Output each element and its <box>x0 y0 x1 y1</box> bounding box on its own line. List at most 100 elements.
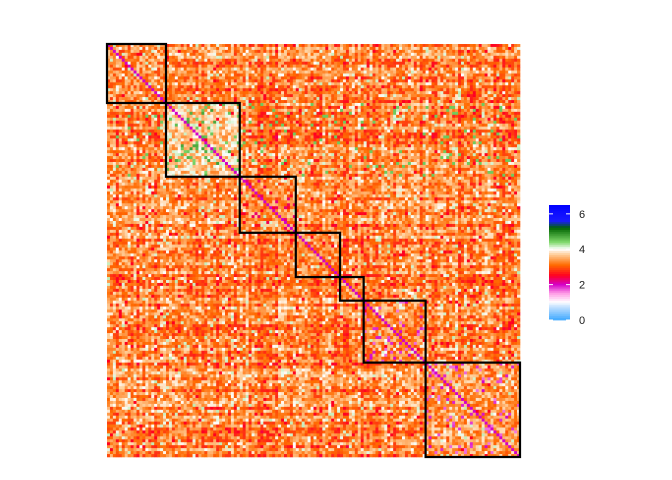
heatmap-cell <box>171 138 176 142</box>
heatmap-cell <box>419 73 423 77</box>
heatmap-cell <box>387 147 391 151</box>
heatmap-cell <box>343 138 347 142</box>
heatmap-cell <box>413 144 418 148</box>
heatmap-cell <box>183 46 187 51</box>
heatmap-cell <box>180 58 184 62</box>
heatmap-cell <box>511 91 515 95</box>
heatmap-cell <box>502 111 506 116</box>
heatmap-cell <box>393 61 397 65</box>
heatmap-cell <box>148 88 152 92</box>
heatmap-cell <box>201 105 205 110</box>
heatmap-cell <box>304 79 308 83</box>
heatmap-cell <box>419 49 423 54</box>
heatmap-cell <box>446 111 450 116</box>
heatmap-cell <box>490 100 494 104</box>
heatmap-cell <box>186 64 190 68</box>
heatmap-cell <box>219 144 223 148</box>
heatmap-cell <box>466 129 471 133</box>
heatmap-cell <box>517 79 521 83</box>
heatmap-cell <box>281 76 285 80</box>
heatmap-cell <box>163 58 167 62</box>
heatmap-cell <box>189 147 193 151</box>
heatmap-cell <box>304 64 308 68</box>
heatmap-cell <box>148 49 152 54</box>
heatmap-cell <box>434 70 438 74</box>
heatmap-cell <box>210 108 214 113</box>
heatmap-cell <box>369 82 373 86</box>
heatmap-cell <box>180 70 184 74</box>
heatmap-cell <box>292 94 297 98</box>
heatmap-cell <box>301 111 305 116</box>
heatmap-cell <box>463 44 468 48</box>
heatmap-cell <box>139 135 143 139</box>
heatmap-cell <box>463 94 468 98</box>
heatmap-cell <box>325 141 329 145</box>
heatmap-cell <box>428 111 432 116</box>
heatmap-cell <box>348 144 353 148</box>
heatmap-cell <box>360 144 364 148</box>
heatmap-cell <box>151 135 155 139</box>
heatmap-cell <box>354 141 359 145</box>
heatmap-cell <box>310 85 314 89</box>
heatmap-cell <box>360 132 364 136</box>
heatmap-cell <box>142 58 146 62</box>
heatmap-cell <box>387 79 391 83</box>
heatmap-cell <box>499 88 503 92</box>
heatmap-cell <box>345 114 350 119</box>
heatmap-cell <box>461 76 465 80</box>
heatmap-cell <box>295 144 300 148</box>
heatmap-cell <box>216 61 220 65</box>
heatmap-cell <box>402 44 406 48</box>
heatmap-cell <box>469 44 474 48</box>
heatmap-cell <box>437 94 441 98</box>
heatmap-cell <box>440 138 444 142</box>
heatmap-cell <box>387 94 391 98</box>
heatmap-cell <box>493 132 497 136</box>
heatmap-cell <box>292 123 297 127</box>
heatmap-cell <box>118 105 123 110</box>
heatmap-cell <box>402 67 406 71</box>
heatmap-cell <box>402 132 406 136</box>
heatmap-cell <box>449 97 453 101</box>
heatmap-cell <box>289 44 294 48</box>
heatmap-cell <box>121 100 125 104</box>
heatmap-cell <box>207 147 211 151</box>
heatmap-cell <box>337 46 341 51</box>
heatmap-cell <box>478 103 482 107</box>
heatmap-cell <box>154 103 158 107</box>
heatmap-cell <box>225 126 229 130</box>
heatmap-cell <box>514 49 518 54</box>
heatmap-cell <box>272 111 276 116</box>
heatmap-cell <box>396 117 400 121</box>
heatmap-cell <box>107 103 111 107</box>
heatmap-cell <box>461 141 465 145</box>
heatmap-cell <box>112 105 117 110</box>
heatmap-cell <box>384 76 388 80</box>
heatmap-cell <box>493 100 497 104</box>
heatmap-cell <box>298 126 302 130</box>
heatmap-cell <box>437 108 441 113</box>
heatmap-cell <box>236 49 241 54</box>
heatmap-cell <box>198 73 202 77</box>
heatmap-cell <box>213 123 217 127</box>
heatmap-cell <box>463 79 468 83</box>
heatmap-cell <box>216 129 220 133</box>
heatmap-cell <box>348 88 353 92</box>
heatmap-cell <box>127 79 131 83</box>
heatmap-cell <box>124 117 128 121</box>
heatmap-cell <box>201 114 205 119</box>
heatmap-cell <box>481 144 485 148</box>
heatmap-cell <box>257 49 261 54</box>
heatmap-cell <box>514 44 518 48</box>
heatmap-cell <box>404 100 409 104</box>
heatmap-cell <box>446 46 450 51</box>
heatmap-cell <box>177 141 182 145</box>
heatmap-cell <box>207 120 211 124</box>
heatmap-cell <box>186 147 190 151</box>
heatmap-cell <box>469 58 474 62</box>
heatmap-cell <box>431 46 435 51</box>
heatmap-cell <box>171 105 176 110</box>
heatmap-cell <box>260 138 264 142</box>
heatmap-cell <box>325 70 329 74</box>
heatmap-cell <box>322 114 326 119</box>
